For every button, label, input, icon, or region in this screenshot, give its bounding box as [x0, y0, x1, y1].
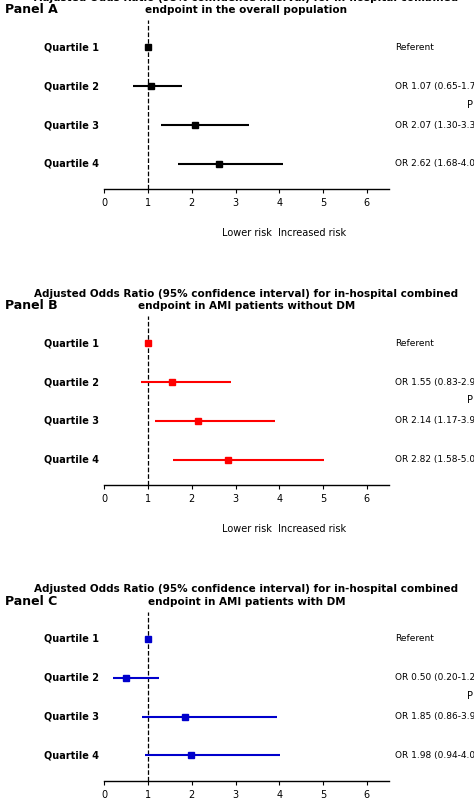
- Text: Quartile 1: Quartile 1: [44, 42, 99, 53]
- Text: Referent: Referent: [395, 634, 434, 643]
- Text: OR 1.98 (0.94-4.02); P=0.09: OR 1.98 (0.94-4.02); P=0.09: [395, 751, 474, 760]
- Text: Quartile 3: Quartile 3: [44, 712, 99, 722]
- Text: OR 2.07 (1.30-3.30); P=0.01: OR 2.07 (1.30-3.30); P=0.01: [395, 121, 474, 129]
- Text: OR 2.14 (1.17-3.91); P=0.002: OR 2.14 (1.17-3.91); P=0.002: [395, 417, 474, 426]
- Text: Quartile 2: Quartile 2: [44, 673, 99, 683]
- Text: Quartile 2: Quartile 2: [44, 377, 99, 387]
- Text: Panel A: Panel A: [5, 3, 57, 16]
- Text: Lower risk: Lower risk: [221, 228, 272, 238]
- Text: Quartile 4: Quartile 4: [44, 159, 99, 169]
- Text: OR 1.85 (0.86-3.95); P=0.21: OR 1.85 (0.86-3.95); P=0.21: [395, 712, 474, 721]
- Text: Increased risk: Increased risk: [278, 523, 346, 534]
- Text: Referent: Referent: [395, 339, 434, 348]
- Text: OR 0.50 (0.20-1.24); P=0.64: OR 0.50 (0.20-1.24); P=0.64: [395, 673, 474, 682]
- Text: Referent: Referent: [395, 43, 434, 52]
- Text: Quartile 1: Quartile 1: [44, 634, 99, 644]
- Text: Increased risk: Increased risk: [278, 228, 346, 238]
- Text: Quartile 3: Quartile 3: [44, 416, 99, 426]
- Text: Quartile 4: Quartile 4: [44, 455, 99, 464]
- Text: OR 1.55 (0.83-2.90); P=0.50: OR 1.55 (0.83-2.90); P=0.50: [395, 378, 474, 387]
- Text: Lower risk: Lower risk: [221, 523, 272, 534]
- Text: Panel B: Panel B: [5, 299, 57, 312]
- Text: OR 2.82 (1.58-5.02); P<0.0001: OR 2.82 (1.58-5.02); P<0.0001: [395, 455, 474, 464]
- Text: Quartile 2: Quartile 2: [44, 81, 99, 91]
- Text: Quartile 4: Quartile 4: [44, 751, 99, 760]
- Text: P for trend 0.0002: P for trend 0.0002: [467, 396, 474, 405]
- Text: OR 2.62 (1.68-4.09); P<0.0001: OR 2.62 (1.68-4.09); P<0.0001: [395, 159, 474, 168]
- Title: Adjusted Odds Ratio (95% confidence interval) for in-hospital combined
endpoint : Adjusted Odds Ratio (95% confidence inte…: [35, 289, 458, 311]
- Text: P for trend 0.002: P for trend 0.002: [467, 691, 474, 701]
- Title: Adjusted Odds Ratio (95% confidence interval) for in-hospital combined
endpoint : Adjusted Odds Ratio (95% confidence inte…: [35, 584, 458, 607]
- Title: Adjusted Odds Ratio (95% confidence interval) for in-hospital combined
endpoint : Adjusted Odds Ratio (95% confidence inte…: [35, 0, 458, 15]
- Text: P for trend <0.0001: P for trend <0.0001: [467, 100, 474, 110]
- Text: Quartile 3: Quartile 3: [44, 120, 99, 130]
- Text: OR 1.07 (0.65-1.78); P=0.73: OR 1.07 (0.65-1.78); P=0.73: [395, 82, 474, 91]
- Text: Quartile 1: Quartile 1: [44, 338, 99, 348]
- Text: Panel C: Panel C: [5, 595, 57, 608]
